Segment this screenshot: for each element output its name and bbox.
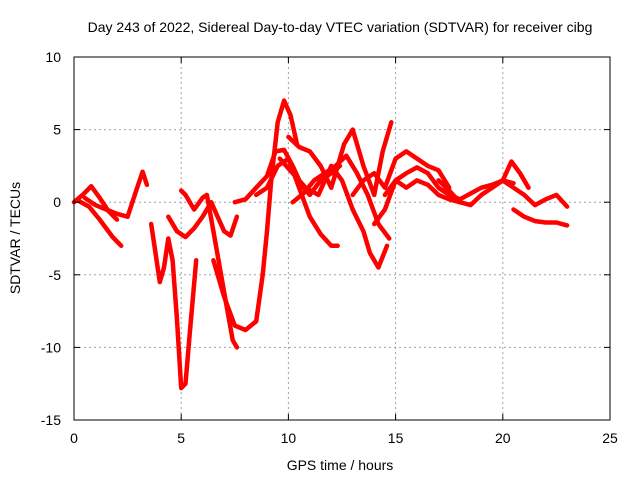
x-axis-label: GPS time / hours	[287, 457, 394, 473]
series-line-sat-e	[166, 199, 240, 240]
series-markers-sat-h	[234, 148, 341, 204]
x-tick-label: 20	[495, 430, 511, 446]
series-line-sat-p	[436, 159, 531, 208]
series-markers-sat-m	[351, 150, 451, 196]
grid-lines	[74, 57, 610, 420]
x-tick-label: 5	[177, 430, 185, 446]
x-tick-label: 10	[281, 430, 297, 446]
y-tick-label: 5	[53, 122, 61, 138]
x-tick-label: 15	[388, 430, 404, 446]
series-line-sat-c	[82, 169, 150, 219]
axis-ticks: 0 5 10 15 20 25 -15 -10 -5 0 5 10	[41, 49, 618, 446]
plot-frame	[73, 56, 611, 421]
series-markers-sat-l	[279, 157, 388, 270]
x-tick-label: 0	[70, 430, 78, 446]
series-markers-sat-d	[150, 223, 198, 391]
chart-title: Day 243 of 2022, Sidereal Day-to-day VTE…	[88, 19, 593, 35]
series-markers-sat-b	[77, 199, 122, 247]
series-markers-sat-q	[502, 179, 568, 208]
series-line-sat-g	[211, 98, 300, 333]
series-line-sat-f	[178, 188, 240, 350]
y-tick-label: 10	[45, 49, 61, 65]
series-line-sat-q	[500, 178, 570, 209]
y-tick-label: -10	[41, 339, 61, 355]
y-tick-label: -15	[41, 412, 61, 428]
series-line-sat-o	[382, 165, 516, 202]
series-markers-sat-n	[373, 178, 461, 225]
data-layer	[71, 97, 570, 391]
y-axis-label: SDTVAR / TECUs	[7, 182, 23, 294]
y-tick-label: 0	[53, 194, 61, 210]
series-line-sat-d	[148, 221, 199, 391]
y-tick-label: -5	[49, 267, 62, 283]
series-line-sat-i	[253, 156, 340, 249]
x-tick-label: 25	[602, 430, 618, 446]
series-line-sat-r	[511, 207, 570, 228]
